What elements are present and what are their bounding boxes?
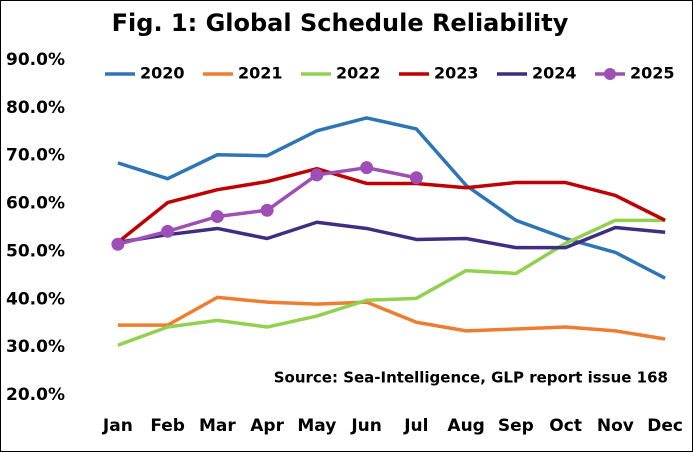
legend-label: 2025 — [630, 64, 675, 83]
annotation: Source: Sea-Intelligence, GLP report iss… — [274, 369, 668, 387]
x-tick-label: Oct — [549, 416, 582, 436]
series-line — [117, 218, 666, 347]
series-line — [117, 220, 666, 250]
point — [111, 237, 125, 251]
y-tick-label: 40.0% — [6, 289, 65, 309]
legend-label: 2024 — [532, 64, 577, 83]
legend-label: 2020 — [140, 64, 185, 83]
series-line — [117, 295, 666, 341]
x-tick-label: Jul — [403, 416, 428, 436]
y-tick-label: 60.0% — [6, 194, 65, 214]
legend-label: 2021 — [238, 64, 283, 83]
point — [161, 224, 175, 238]
point — [409, 171, 423, 185]
x-tick-label: May — [297, 416, 336, 436]
x-tick-label: Feb — [150, 416, 185, 436]
y-tick-label: 70.0% — [6, 146, 65, 166]
point — [310, 168, 324, 182]
x-tick-label: Sep — [498, 416, 534, 436]
y-tick-label: 20.0% — [6, 385, 65, 405]
x-tick-label: Aug — [447, 416, 484, 436]
y-tick-label: 50.0% — [6, 241, 65, 261]
point — [260, 203, 274, 217]
legend-label: 2022 — [336, 64, 381, 83]
chart-title: Fig. 1: Global Schedule Reliability — [112, 9, 569, 37]
series-line — [116, 166, 666, 244]
x-tick-label: Mar — [199, 416, 236, 436]
y-tick-label: 30.0% — [6, 337, 65, 357]
point — [360, 161, 374, 175]
legend-marker — [604, 68, 616, 80]
point — [210, 209, 224, 223]
x-tick-label: Apr — [250, 416, 284, 436]
legend-label: 2023 — [434, 64, 479, 83]
x-tick-label: Nov — [597, 416, 634, 436]
x-tick-label: Jan — [102, 416, 133, 436]
y-tick-label: 80.0% — [6, 98, 65, 118]
x-tick-label: Jun — [350, 416, 382, 436]
x-tick-label: Dec — [647, 416, 683, 436]
y-tick-label: 90.0% — [6, 50, 65, 70]
